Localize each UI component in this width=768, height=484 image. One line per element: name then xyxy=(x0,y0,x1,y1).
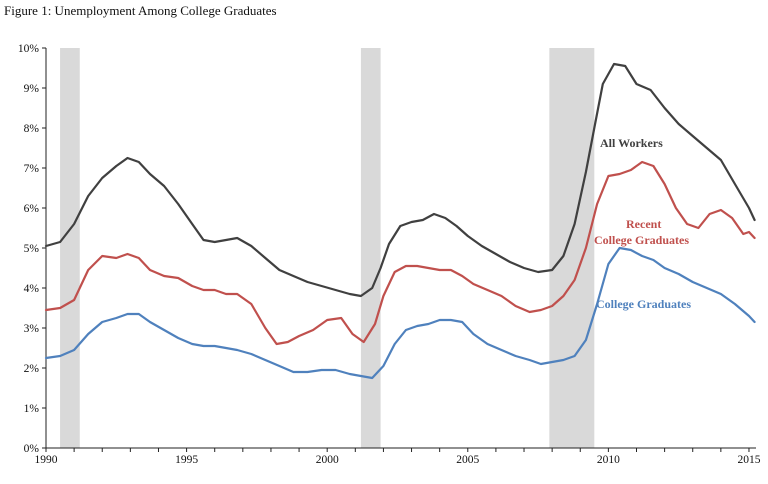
y-tick-label-0: 0% xyxy=(24,443,40,455)
recession-bands xyxy=(60,48,595,448)
y-tick-label-10: 10% xyxy=(18,43,40,55)
x-tick-label-5: 2015 xyxy=(737,454,760,466)
figure-title: Figure 1: Unemployment Among College Gra… xyxy=(4,3,277,18)
annotation-all-workers: All Workers xyxy=(600,136,663,150)
y-tick-label-9: 9% xyxy=(24,83,40,95)
axes: 0% 1% 2% 3% 4% 5% 6% 7% 8% 9% 10% 1990 1995 2000 2005 2… xyxy=(18,43,761,466)
x-tick-label-0: 1990 xyxy=(35,454,58,466)
y-tick-label-7: 7% xyxy=(24,163,40,175)
x-tick-label-3: 2005 xyxy=(456,454,479,466)
y-tick-label-2: 2% xyxy=(24,363,40,375)
y-tick-label-3: 3% xyxy=(24,323,40,335)
y-tick-label-1: 1% xyxy=(24,403,40,415)
y-tick-label-8: 8% xyxy=(24,123,40,135)
series-line-college-graduates xyxy=(44,246,756,380)
recession-band-0 xyxy=(60,48,80,448)
x-tick-label-1: 1995 xyxy=(175,454,198,466)
x-tick-label-2: 2000 xyxy=(316,454,339,466)
y-tick-label-4: 4% xyxy=(24,283,40,295)
y-tick-label-6: 6% xyxy=(24,203,40,215)
annotation-recent: Recent xyxy=(626,217,661,231)
annotation-recent-college-graduates: College Graduates xyxy=(594,233,689,247)
recession-band-2 xyxy=(549,48,595,448)
series-line-recent-college-graduates xyxy=(44,160,756,346)
series-lines xyxy=(44,62,756,380)
series-line-all-workers xyxy=(44,62,756,298)
recession-band-1 xyxy=(360,48,381,448)
annotation-college-graduates: College Graduates xyxy=(596,297,691,311)
x-tick-label-4: 2010 xyxy=(597,454,620,466)
series-labels: All Workers Recent College Graduates Col… xyxy=(594,136,691,311)
y-tick-label-5: 5% xyxy=(24,243,40,255)
